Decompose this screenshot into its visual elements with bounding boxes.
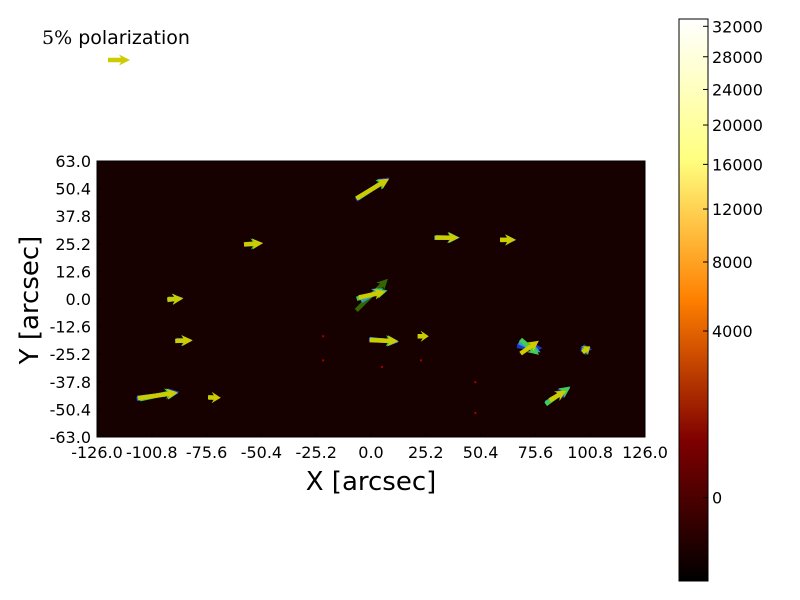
x-axis-label: X [arcsec] (306, 467, 437, 497)
vector-2-2 (435, 232, 460, 244)
vector-10-3 (580, 346, 590, 356)
colorbar-tick-label-2: 24000 (712, 80, 763, 99)
vector-group-12 (207, 391, 221, 404)
vector-group-4 (354, 278, 388, 313)
vector-group-7 (368, 335, 400, 347)
colorbar-ticks: 32000 28000 24000 20000 16000 12000 8000 4000 0 (703, 17, 763, 508)
colorbar-body (678, 18, 709, 582)
y-tick-label-2: 37.8 (55, 207, 91, 226)
y-tick-label-10: -63.0 (50, 428, 91, 447)
y-tick-label-1: 50.4 (55, 180, 91, 199)
y-tick-label-3: 25.2 (55, 235, 91, 254)
colorbar-tick-label-6: 8000 (712, 253, 753, 272)
legend-label: 5% polarization (42, 27, 190, 49)
y-tick-label-8: -37.8 (50, 373, 91, 392)
background-spot-4 (474, 411, 477, 414)
y-tick-label-4: 12.6 (55, 262, 91, 281)
vector-8-1 (417, 330, 429, 342)
x-tick-label-9: 100.8 (567, 443, 613, 462)
background-spot-5 (420, 359, 423, 362)
vector-group-2 (434, 232, 460, 244)
vector-group-0 (354, 177, 390, 202)
vector-group-1 (243, 238, 264, 250)
colorbar-tick-label-4: 16000 (712, 155, 763, 174)
colorbar: 32000 28000 24000 20000 16000 12000 8000 4000 0 (678, 17, 763, 582)
x-tick-label-8: 75.6 (518, 443, 554, 462)
background-spot-3 (474, 381, 477, 384)
vector-9-3 (519, 340, 539, 356)
x-tick-label-1: -100.8 (126, 443, 178, 462)
legend-arrow-glyph (108, 54, 130, 66)
vector-group-13 (544, 386, 571, 407)
y-tick-label-0: 63.0 (55, 152, 91, 171)
vector-11-3 (137, 388, 178, 401)
x-tick-label-0: -126.0 (71, 443, 123, 462)
x-tick-label-5: 0.0 (358, 443, 383, 462)
x-tick-label-2: -75.6 (186, 443, 227, 462)
vector-group-10 (580, 343, 592, 356)
vector-group-3 (500, 234, 516, 246)
vector-group-8 (417, 330, 429, 342)
vector-group-11 (136, 388, 180, 402)
legend-arrow (108, 54, 130, 66)
x-axis-ticks: -126.0 -100.8 -75.6 -50.4 -25.2 0.0 25.2 50.4 75… (71, 433, 668, 462)
vector-4-3 (358, 288, 386, 300)
background-spot-0 (322, 335, 325, 338)
plot-area (96, 160, 646, 438)
vector-7-3 (369, 335, 399, 347)
vector-group-6 (175, 334, 193, 347)
colorbar-tick-label-1: 28000 (712, 48, 763, 67)
vector-group-5 (167, 293, 184, 305)
vector-1-2 (243, 238, 264, 250)
legend-label-math: 5% (42, 27, 72, 49)
y-axis-ticks: 63.0 50.4 37.8 25.2 12.6 0.0 -12.6 -25.2 -37.8 -5… (50, 152, 101, 447)
background-spot-2 (380, 365, 383, 368)
y-tick-label-7: -25.2 (50, 345, 91, 364)
x-tick-label-3: -50.4 (241, 443, 282, 462)
legend-label-text: polarization (72, 27, 190, 49)
y-tick-label-5: 0.0 (66, 290, 91, 309)
plot-background (97, 161, 645, 437)
x-tick-label-6: 25.2 (408, 443, 444, 462)
vector-field (136, 177, 592, 407)
colorbar-tick-label-5: 12000 (712, 200, 763, 219)
colorbar-tick-label-7: 4000 (712, 322, 753, 341)
vector-12-1 (207, 391, 221, 403)
background-spots (322, 335, 477, 414)
vector-5-2 (167, 293, 184, 305)
background-spot-1 (322, 359, 325, 362)
vector-0-3 (355, 178, 390, 201)
x-tick-label-7: 50.4 (463, 443, 499, 462)
colorbar-tick-label-3: 20000 (712, 116, 763, 135)
y-axis-label: Y [arcsec] (15, 236, 45, 366)
y-tick-label-9: -50.4 (50, 400, 91, 419)
vector-group-9 (516, 337, 543, 356)
colorbar-tick-label-8: 0 (712, 489, 722, 508)
vector-3-2 (500, 234, 516, 246)
x-tick-label-10: 126.0 (622, 443, 668, 462)
vector-6-2 (175, 335, 193, 347)
legend: 5% polarization (42, 27, 190, 66)
vector-13-3 (548, 390, 567, 403)
y-tick-label-6: -12.6 (50, 318, 91, 337)
colorbar-tick-label-0: 32000 (712, 17, 763, 36)
x-tick-label-4: -25.2 (295, 443, 336, 462)
